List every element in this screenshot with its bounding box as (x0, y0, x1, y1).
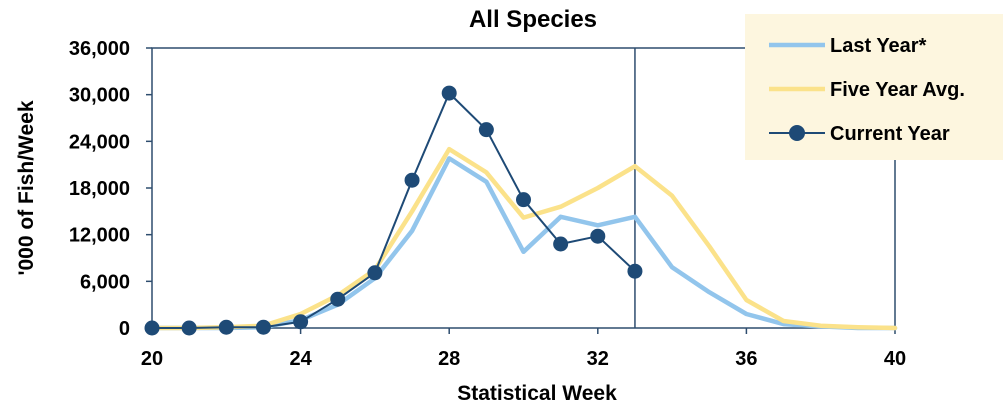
y-tick-label: 36,000 (69, 38, 130, 60)
legend-marker (789, 125, 805, 141)
data-point (367, 265, 383, 281)
y-tick-label: 18,000 (69, 178, 130, 200)
y-tick-label: 12,000 (69, 225, 130, 247)
data-point (218, 319, 234, 335)
x-tick-label: 20 (141, 348, 163, 370)
y-axis-title: '000 of Fish/Week (15, 100, 38, 275)
data-point (255, 319, 271, 335)
y-tick-label: 24,000 (69, 131, 130, 153)
legend-label-2: Current Year (830, 123, 950, 145)
data-point (478, 122, 494, 138)
data-point (516, 192, 531, 208)
legend-label-1: Five Year Avg. (830, 79, 965, 101)
data-point (590, 228, 606, 244)
x-tick-label: 28 (438, 348, 460, 370)
series-line-1 (149, 146, 898, 331)
series-line-2 (151, 92, 636, 329)
x-tick-label: 24 (289, 348, 312, 370)
data-point (293, 314, 309, 330)
x-axis-title: Statistical Week (457, 382, 617, 405)
legend: Last Year* Five Year Avg. Current Year (745, 14, 1003, 160)
plot-area: 0 6,000 12,000 18,000 24,000 30,000 36,000 20 24… (69, 38, 906, 370)
data-point (181, 320, 197, 336)
x-tick-label: 40 (884, 348, 906, 370)
y-tick-label: 6,000 (80, 271, 130, 293)
y-tick-label: 30,000 (69, 85, 130, 107)
data-point (553, 236, 569, 252)
data-point (627, 263, 643, 279)
chart-title: All Species (469, 6, 597, 33)
x-tick-label: 32 (587, 348, 609, 370)
y-tick-label: 0 (119, 318, 130, 340)
legend-label-0: Last Year* (830, 35, 927, 57)
series-line-0 (149, 156, 898, 331)
data-point (330, 291, 346, 307)
data-point (441, 85, 457, 101)
x-tick-label: 36 (735, 348, 757, 370)
data-point (144, 320, 160, 336)
data-point (404, 172, 420, 188)
